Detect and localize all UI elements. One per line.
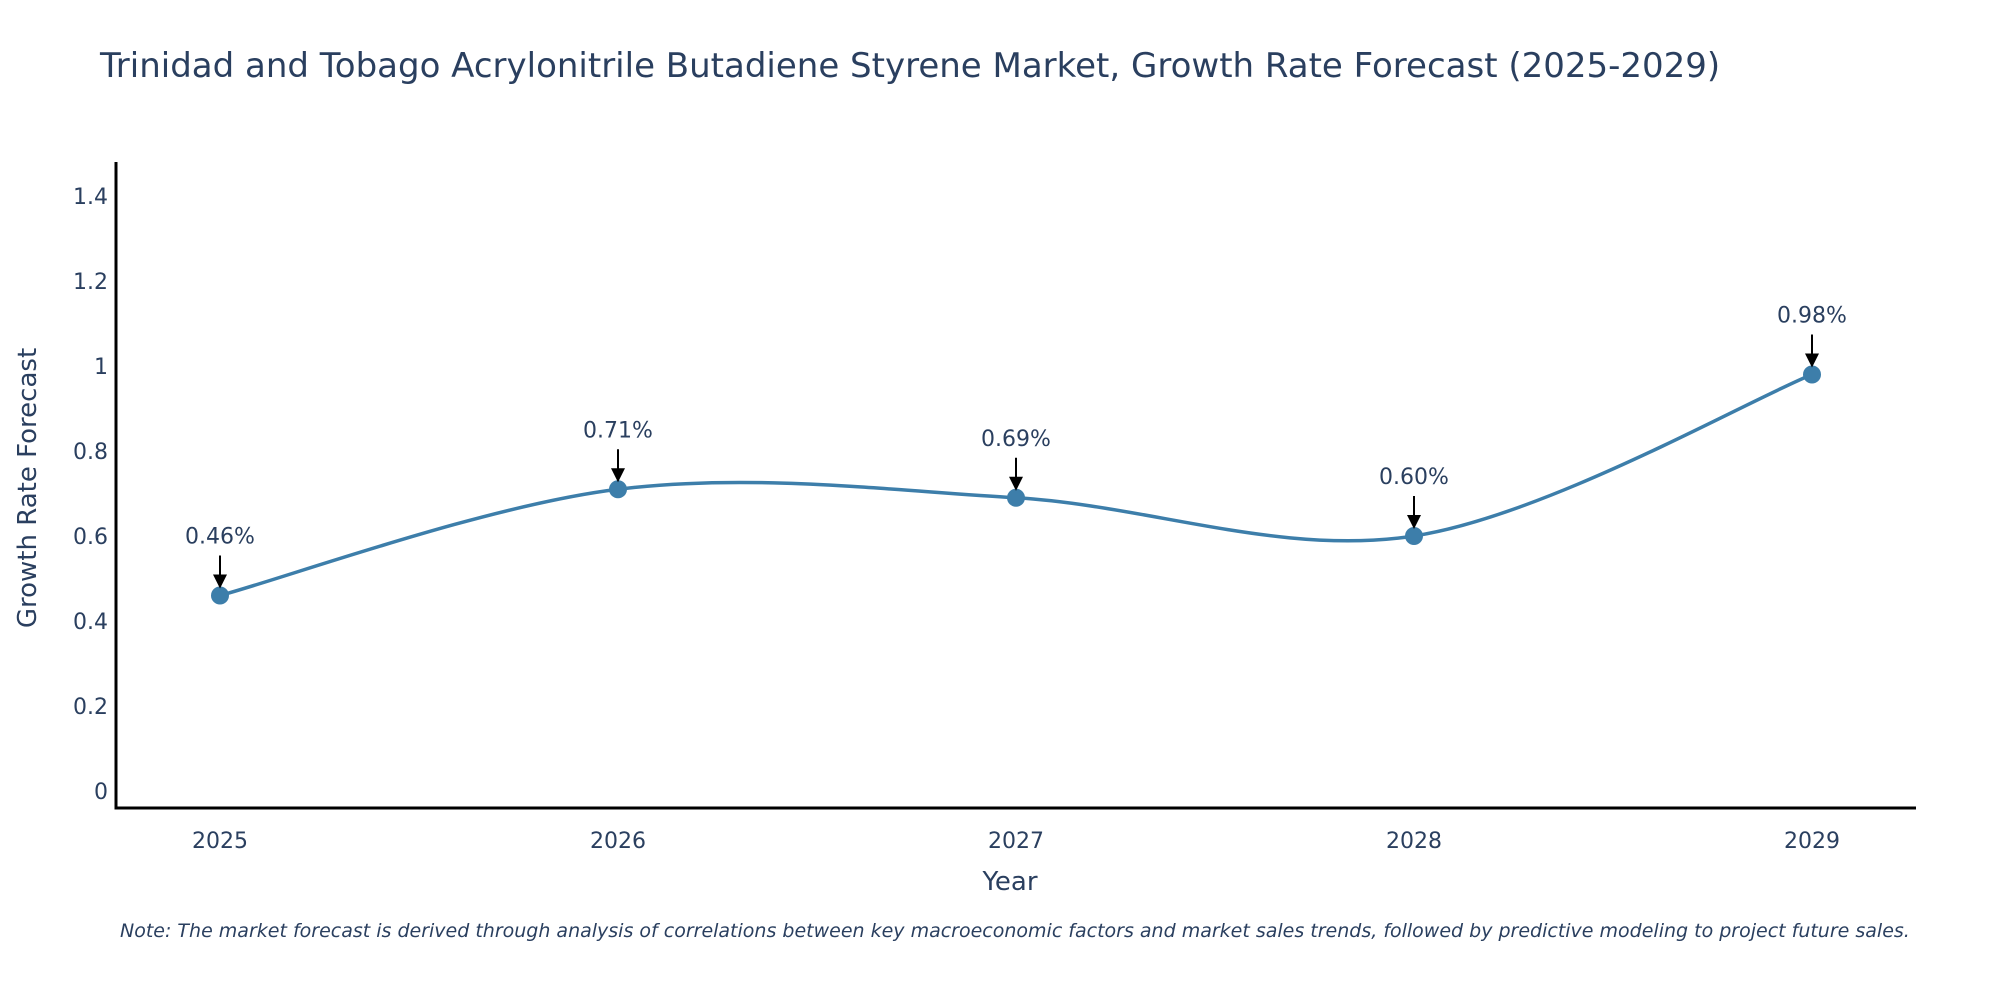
data-label-2029: 0.98% bbox=[1777, 304, 1847, 329]
axes bbox=[114, 162, 1916, 810]
chart-title: Trinidad and Tobago Acrylonitrile Butadi… bbox=[100, 46, 1721, 86]
y-tick-label: 0 bbox=[94, 780, 108, 805]
y-tick-label: 1 bbox=[94, 355, 108, 380]
y-axis-ticks: 0 0.2 0.4 0.6 0.8 1 1.2 1.4 bbox=[73, 185, 108, 805]
series-markers bbox=[211, 365, 1821, 605]
annotation-arrowhead-2027 bbox=[1009, 476, 1023, 491]
y-tick-label: 0.6 bbox=[73, 525, 108, 550]
annotation-arrowhead-2026 bbox=[611, 468, 625, 483]
data-point-2026 bbox=[609, 480, 627, 499]
x-tick-label: 2026 bbox=[590, 829, 646, 854]
x-tick-label: 2028 bbox=[1386, 829, 1442, 854]
x-tick-label: 2027 bbox=[988, 829, 1044, 854]
x-axis-title: Year bbox=[981, 867, 1037, 897]
data-label-2028: 0.60% bbox=[1379, 465, 1449, 490]
data-label-2026: 0.71% bbox=[583, 418, 653, 443]
y-tick-label: 0.4 bbox=[73, 610, 108, 635]
y-tick-label: 0.2 bbox=[73, 695, 108, 720]
data-label-annotations: 0.46% 0.71% 0.69% 0.60% 0.98% bbox=[185, 304, 1847, 589]
annotation-arrowhead-2029 bbox=[1805, 353, 1819, 368]
y-tick-label: 0.8 bbox=[73, 440, 108, 465]
data-point-2028 bbox=[1405, 527, 1423, 545]
annotation-arrowhead-2028 bbox=[1407, 515, 1421, 529]
y-tick-label: 1.4 bbox=[73, 185, 108, 210]
data-label-2027: 0.69% bbox=[981, 427, 1051, 452]
x-tick-label: 2029 bbox=[1784, 829, 1840, 854]
x-axis-ticks: 2025 2026 2027 2028 2029 bbox=[192, 829, 1840, 854]
chart-note: Note: The market forecast is derived thr… bbox=[120, 920, 1910, 942]
data-label-2025: 0.46% bbox=[185, 525, 255, 550]
data-point-2029 bbox=[1803, 365, 1821, 384]
data-point-2027 bbox=[1007, 488, 1025, 507]
y-axis-title: Growth Rate Forecast bbox=[13, 348, 43, 628]
data-point-2025 bbox=[211, 586, 229, 605]
x-tick-label: 2025 bbox=[192, 829, 248, 854]
y-tick-label: 1.2 bbox=[73, 270, 108, 295]
annotation-arrowhead-2025 bbox=[213, 574, 227, 589]
